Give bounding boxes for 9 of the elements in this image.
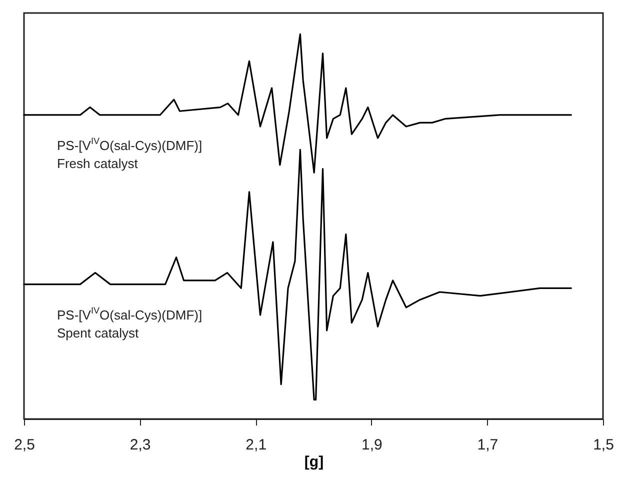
- x-tick-label: 1,9: [361, 436, 382, 454]
- x-tick-label: 1,5: [593, 436, 614, 454]
- x-axis-title: [g]: [304, 454, 324, 470]
- x-tick-label: 1,7: [477, 436, 498, 454]
- x-tick-label: 2,3: [130, 436, 151, 454]
- annotation: Spent catalyst: [57, 325, 140, 340]
- annotation: Fresh catalyst: [57, 156, 138, 171]
- x-tick-label: 2,1: [246, 436, 267, 454]
- x-tick-label: 2,5: [14, 436, 35, 454]
